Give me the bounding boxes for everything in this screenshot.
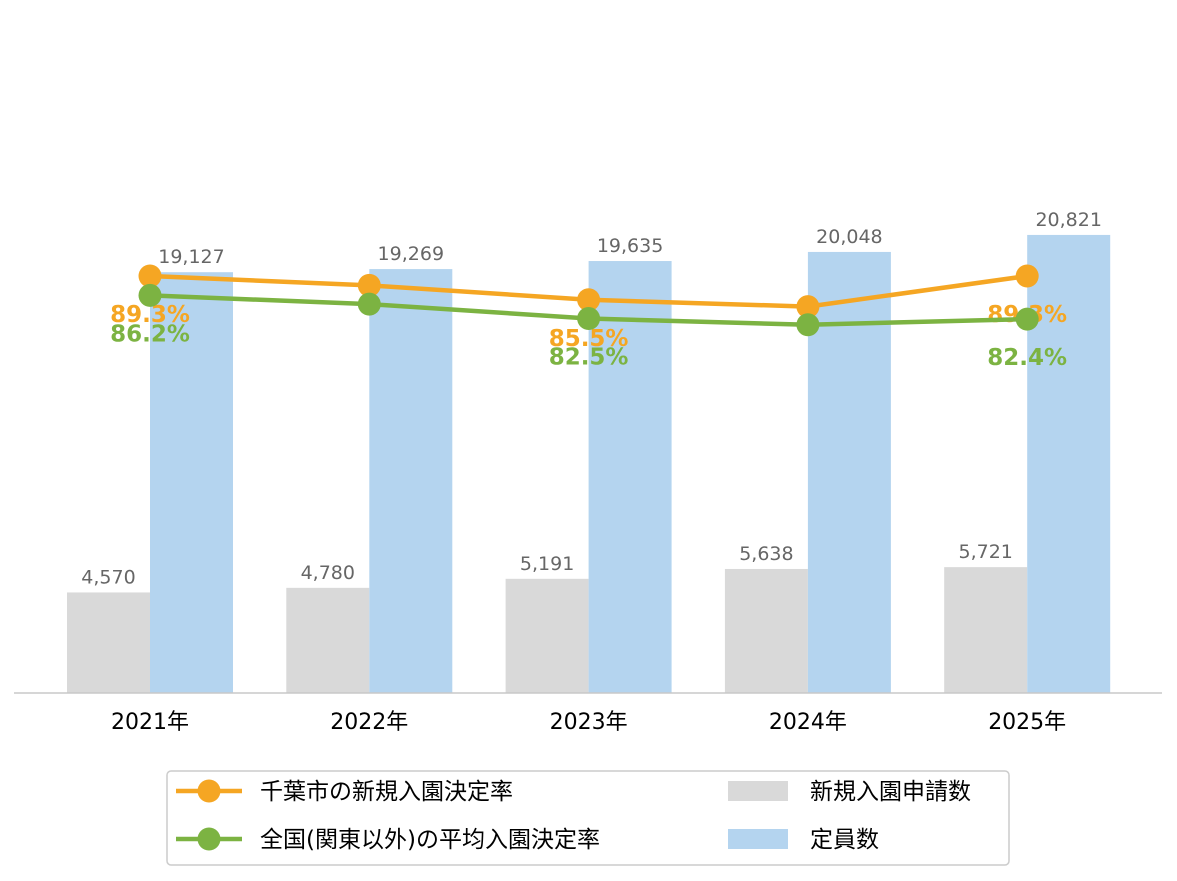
bar-value-label-1-4: 20,821: [1035, 209, 1101, 231]
line-point-1-3: [796, 313, 820, 337]
x-tick-label-0: 2021年: [111, 710, 189, 735]
bar-value-label-0-0: 4,570: [81, 566, 135, 588]
legend-marker-0: [197, 779, 221, 803]
bar-applications-3: [724, 568, 808, 693]
bar-value-label-1-0: 19,127: [158, 246, 224, 268]
line-point-1-2: [577, 307, 601, 330]
bar-capacity-1: [369, 269, 453, 693]
bars-layer: 4,570 19,127 4,780 19,269 5,191 19,635 5,638 20…: [67, 209, 1111, 694]
bar-applications-4: [944, 567, 1028, 693]
legend-bar-swatch-1: [728, 829, 788, 849]
line-point-0-0: [138, 264, 162, 288]
bar-capacity-2: [588, 261, 672, 693]
legend-label-line-1: 全国(関東以外)の平均入園決定率: [260, 827, 600, 853]
x-tick-label-1: 2022年: [330, 710, 408, 735]
line-value-label-1-0: 86.2%: [110, 321, 190, 347]
lines-layer: 89.3%85.5%89.3%86.2%82.5%82.4%: [110, 264, 1067, 371]
bar-value-label-0-3: 5,638: [739, 543, 793, 565]
line-value-label-0-2: 85.5%: [549, 326, 629, 352]
bar-capacity-3: [807, 251, 891, 693]
bar-applications-1: [286, 587, 370, 693]
x-tick-label-2: 2023年: [550, 710, 628, 735]
line-point-1-1: [357, 292, 381, 316]
x-tick-label-3: 2024年: [769, 710, 847, 735]
legend-bar-swatch-0: [728, 781, 788, 801]
x-tick-label-4: 2025年: [988, 710, 1066, 735]
line-point-0-3: [796, 295, 820, 319]
line-point-0-4: [1015, 264, 1039, 288]
bar-value-label-1-1: 19,269: [378, 243, 444, 265]
legend-label-line-0: 千葉市の新規入園決定率: [260, 779, 513, 805]
bar-value-label-1-2: 19,635: [597, 235, 663, 257]
bar-applications-0: [67, 592, 150, 693]
bar-value-label-0-2: 5,191: [520, 553, 574, 575]
x-tick-labels: 2021年 2022年 2023年 2024年 2025年: [111, 710, 1066, 735]
legend-label-bar-1: 定員数: [810, 827, 879, 853]
bar-value-label-0-4: 5,721: [958, 541, 1012, 563]
legend-box: [166, 770, 1010, 866]
line-point-1-0: [138, 283, 162, 307]
bar-applications-2: [505, 578, 589, 693]
bar-capacity-4: [1027, 234, 1111, 694]
line-value-label-1-2: 82.5%: [549, 345, 629, 371]
line-value-label-1-4: 82.4%: [987, 345, 1067, 371]
bar-value-label-1-3: 20,048: [816, 226, 882, 248]
line-point-0-2: [577, 288, 601, 312]
legend-label-bar-0: 新規入園申請数: [810, 779, 971, 805]
legend-marker-1: [197, 827, 221, 851]
bar-value-label-0-1: 4,780: [301, 562, 355, 584]
bar-capacity-0: [150, 272, 233, 693]
line-point-1-4: [1015, 307, 1039, 331]
line-point-0-1: [357, 273, 381, 297]
